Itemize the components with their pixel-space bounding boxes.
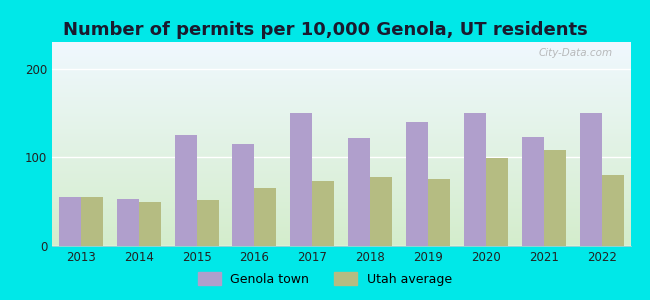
- Bar: [486, 158, 508, 246]
- Bar: [291, 113, 312, 246]
- Bar: [81, 197, 103, 246]
- Bar: [370, 177, 392, 246]
- Bar: [117, 199, 139, 246]
- Text: City-Data.com: City-Data.com: [539, 48, 613, 58]
- Bar: [233, 144, 255, 246]
- Bar: [348, 138, 370, 246]
- Bar: [601, 175, 623, 246]
- Bar: [59, 197, 81, 246]
- Bar: [175, 135, 196, 246]
- Bar: [406, 122, 428, 246]
- Text: Number of permits per 10,000 Genola, UT residents: Number of permits per 10,000 Genola, UT …: [62, 21, 588, 39]
- Legend: Genola town, Utah average: Genola town, Utah average: [193, 267, 457, 291]
- Bar: [464, 113, 486, 246]
- Bar: [522, 137, 543, 246]
- Bar: [312, 181, 334, 246]
- Bar: [255, 188, 276, 246]
- Bar: [428, 178, 450, 246]
- Bar: [196, 200, 218, 246]
- Bar: [543, 150, 566, 246]
- Bar: [580, 113, 602, 246]
- Bar: [138, 202, 161, 246]
